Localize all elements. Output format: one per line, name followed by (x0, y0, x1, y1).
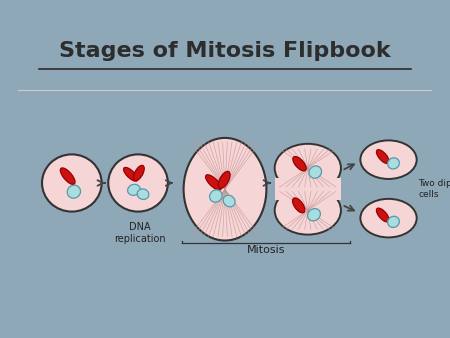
Ellipse shape (124, 167, 138, 181)
Ellipse shape (377, 150, 389, 164)
Ellipse shape (210, 190, 222, 202)
Ellipse shape (67, 185, 81, 198)
Ellipse shape (42, 154, 102, 212)
Ellipse shape (387, 158, 399, 169)
Ellipse shape (128, 184, 140, 195)
Ellipse shape (387, 216, 399, 227)
Ellipse shape (308, 209, 320, 221)
Ellipse shape (292, 198, 305, 213)
Ellipse shape (184, 138, 266, 241)
Ellipse shape (206, 175, 221, 190)
Ellipse shape (309, 166, 322, 178)
Ellipse shape (274, 144, 341, 192)
Text: DNA
replication: DNA replication (114, 222, 166, 244)
Ellipse shape (223, 195, 235, 207)
Text: Stages of Mitosis Flipbook: Stages of Mitosis Flipbook (59, 41, 391, 61)
Ellipse shape (218, 171, 230, 189)
Ellipse shape (360, 199, 417, 237)
Ellipse shape (360, 140, 417, 179)
Ellipse shape (108, 154, 168, 212)
Text: Mitosis: Mitosis (247, 245, 286, 255)
Ellipse shape (293, 156, 306, 171)
Ellipse shape (137, 189, 149, 199)
Ellipse shape (274, 186, 341, 235)
Ellipse shape (134, 165, 144, 181)
FancyBboxPatch shape (274, 178, 341, 200)
Ellipse shape (60, 168, 75, 185)
Text: Two diploid
cells: Two diploid cells (418, 179, 450, 199)
Ellipse shape (377, 208, 389, 222)
